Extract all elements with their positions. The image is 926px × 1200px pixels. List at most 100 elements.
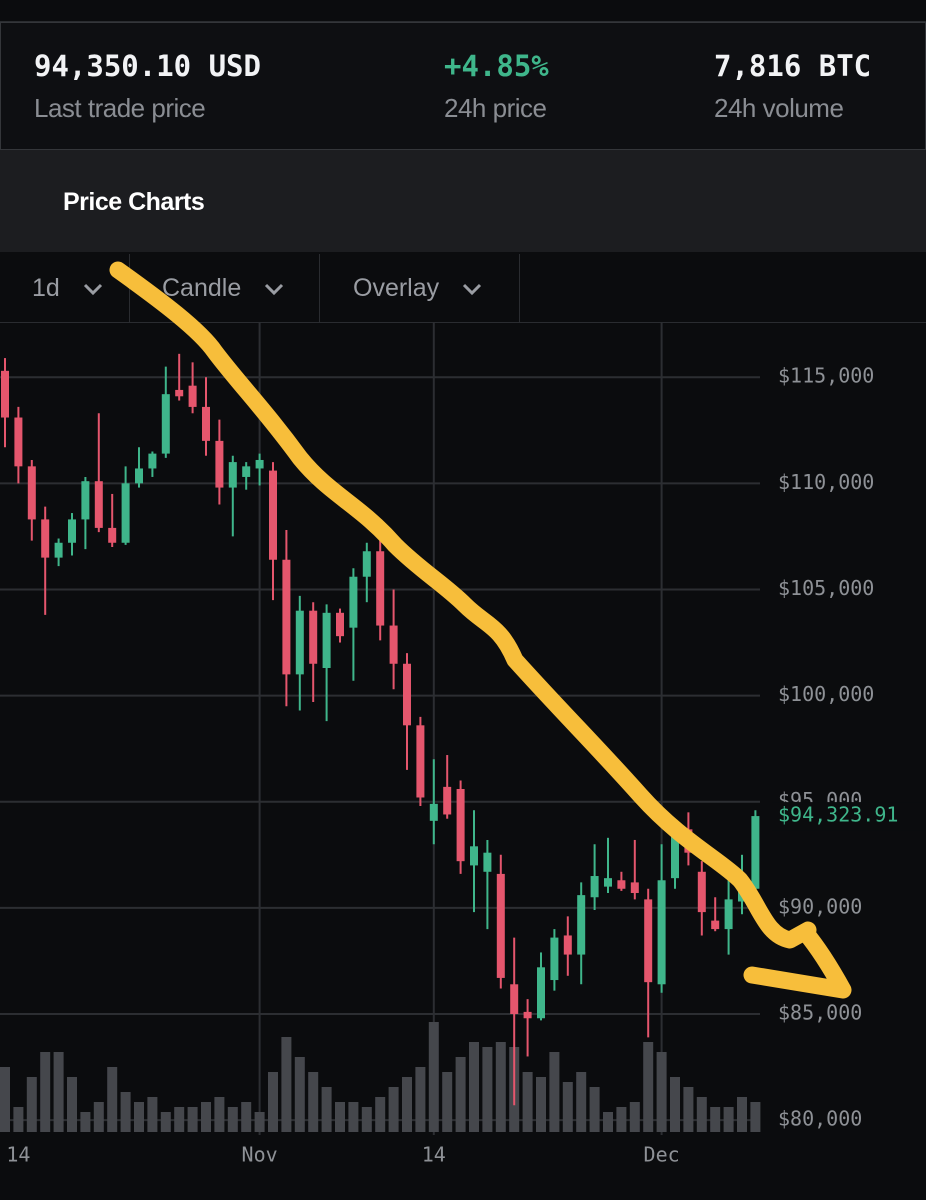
candle-body xyxy=(429,803,438,821)
stat: +4.85% 24h price xyxy=(444,49,549,124)
stat-value: 94,350.10 USD xyxy=(34,49,261,83)
candle-body xyxy=(282,559,291,675)
chevron xyxy=(265,283,284,296)
candle-body xyxy=(81,481,90,520)
volume-bar xyxy=(710,1107,721,1132)
candle-body xyxy=(711,920,720,930)
volume-bar xyxy=(629,1102,640,1132)
candle-body xyxy=(336,612,344,637)
candle-body xyxy=(563,935,572,955)
interval-select[interactable]: 1d xyxy=(0,254,130,322)
arrow-head xyxy=(743,923,852,999)
stat-value: 7,816 BTC xyxy=(714,49,872,83)
candle-body xyxy=(27,466,36,520)
volume-bar xyxy=(214,1097,225,1132)
candle-body xyxy=(94,481,103,528)
candle-body xyxy=(470,846,478,866)
volume-bar xyxy=(388,1087,399,1132)
volume-bar xyxy=(40,1052,51,1132)
y-tick-label: $80,000 xyxy=(778,1107,862,1131)
candle-body xyxy=(403,663,411,726)
volume-bar xyxy=(361,1107,372,1132)
volume-bar xyxy=(187,1107,198,1132)
candle-body xyxy=(1,370,9,418)
stat-label: 24h volume xyxy=(714,93,844,123)
volume-bar xyxy=(268,1072,278,1132)
volume-bar xyxy=(415,1067,426,1132)
volume-bar xyxy=(53,1052,64,1132)
volume-bar xyxy=(576,1072,587,1132)
volume-bar xyxy=(120,1092,131,1132)
volume-bar xyxy=(13,1107,24,1132)
volume-bar xyxy=(670,1077,680,1132)
y-tick-label: $90,000 xyxy=(778,894,862,918)
control-label: Overlay xyxy=(353,274,440,302)
volume-bar xyxy=(80,1112,91,1132)
chevron xyxy=(83,283,102,296)
candle-body xyxy=(362,551,371,577)
annotation-arrow xyxy=(109,261,852,999)
stat-label: Last trade price xyxy=(34,93,206,123)
candle-body xyxy=(577,895,586,955)
volume-bar xyxy=(335,1102,345,1132)
volume-bar xyxy=(294,1057,305,1132)
candle-body xyxy=(644,899,653,983)
stats-panel: 94,350.10 USD Last trade price +4.85% 24h … xyxy=(0,22,926,150)
candle-body xyxy=(697,871,706,913)
candle-body xyxy=(161,394,170,454)
volume-bar xyxy=(67,1077,77,1132)
volume-bar xyxy=(562,1082,573,1132)
volume-bar xyxy=(428,1022,439,1132)
candle-body xyxy=(121,483,130,543)
tab-bar: Price Charts xyxy=(0,150,926,252)
candle-body xyxy=(269,470,277,560)
candle-body xyxy=(14,417,23,467)
candle-body xyxy=(456,788,465,862)
candle-body xyxy=(309,610,318,664)
volume-bar xyxy=(308,1072,319,1132)
candle-body xyxy=(202,406,210,441)
volume-bar xyxy=(469,1042,479,1132)
candle-body xyxy=(41,519,50,558)
volume-bar xyxy=(227,1107,238,1132)
volume-bar xyxy=(696,1097,707,1132)
top-strip xyxy=(0,0,926,22)
candle-body xyxy=(188,385,197,407)
control-label: Candle xyxy=(162,274,242,302)
candle-body xyxy=(148,453,157,469)
volume-bar xyxy=(589,1087,600,1132)
candle-body xyxy=(671,835,679,879)
volume-bar xyxy=(522,1072,533,1132)
volume-bar xyxy=(93,1102,104,1132)
volume-bar xyxy=(723,1107,734,1132)
volume-bar xyxy=(455,1057,466,1132)
stat: 7,816 BTC 24h volume xyxy=(714,49,871,124)
candle-body xyxy=(322,612,331,669)
candle-body xyxy=(255,459,264,469)
y-tick-label: $105,000 xyxy=(778,576,874,600)
y-tick-label: $110,000 xyxy=(778,470,874,494)
type-select[interactable]: Candle xyxy=(130,254,320,322)
chevron xyxy=(463,283,482,296)
candle-body xyxy=(483,852,492,872)
candle-body xyxy=(443,786,452,815)
volume-bar xyxy=(147,1097,158,1132)
candle-body xyxy=(68,519,76,543)
volume-bar xyxy=(348,1102,359,1132)
candle-body xyxy=(135,468,143,484)
x-tick-label: Dec xyxy=(644,1143,680,1167)
candle-body xyxy=(54,542,63,558)
volume-bar xyxy=(737,1097,747,1132)
arrow-stroke xyxy=(109,261,817,949)
volume-bar xyxy=(656,1052,667,1132)
candle-body xyxy=(590,876,599,898)
candle-body xyxy=(215,440,224,488)
volume-bar xyxy=(174,1107,185,1132)
candle-body xyxy=(617,880,626,889)
tab[interactable]: Price Charts xyxy=(63,188,205,216)
control-label: 1d xyxy=(32,274,60,302)
y-tick-label: $100,000 xyxy=(778,682,874,706)
overlay-select[interactable]: Overlay xyxy=(320,254,520,322)
volume-bar xyxy=(0,1067,10,1132)
